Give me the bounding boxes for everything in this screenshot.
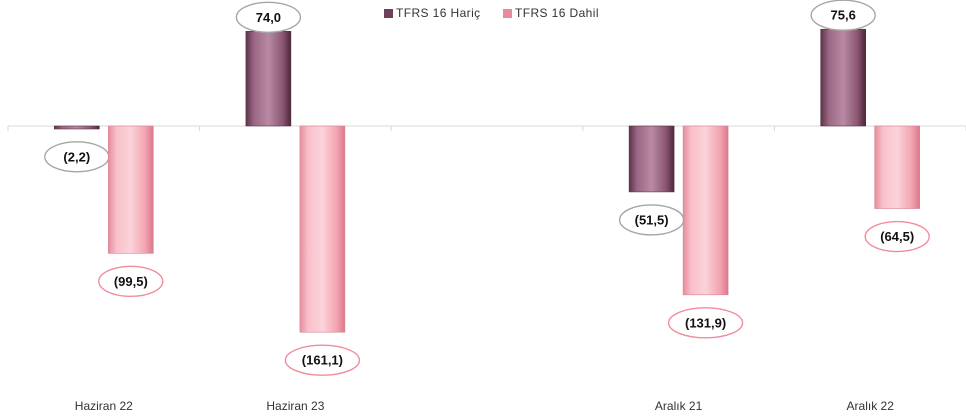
bar — [245, 30, 292, 127]
x-tick-label: Aralık 21 — [655, 399, 703, 413]
legend-swatch-series-1 — [384, 8, 393, 18]
data-label: (51,5) — [635, 212, 669, 227]
bar — [874, 125, 921, 209]
bar — [628, 125, 675, 193]
data-label: (131,9) — [685, 315, 726, 330]
bar — [820, 28, 867, 127]
data-label: (64,5) — [880, 229, 914, 244]
data-label-bubble — [235, 1, 302, 33]
data-label: (161,1) — [302, 353, 343, 368]
data-label: 74,0 — [256, 10, 281, 25]
data-label: (2,2) — [63, 149, 90, 164]
data-label-bubble — [810, 0, 876, 31]
legend-swatch-series-2 — [503, 8, 512, 18]
data-label: (99,5) — [114, 274, 148, 289]
x-tick-label: Haziran 23 — [266, 399, 324, 413]
bar — [108, 125, 154, 254]
legend-item-series-1: TFRS 16 Hariç — [384, 6, 481, 20]
data-label-bubble — [284, 344, 361, 376]
bar — [53, 125, 100, 130]
legend-label-series-2: TFRS 16 Dahil — [515, 6, 599, 20]
x-tick-label: Aralık 22 — [847, 399, 895, 413]
data-label: 75,6 — [831, 8, 856, 23]
legend-item-series-2: TFRS 16 Dahil — [503, 6, 599, 20]
bar — [299, 125, 346, 333]
data-label-bubble — [667, 307, 744, 339]
data-label-bubble — [98, 265, 164, 298]
x-tick-label: Haziran 22 — [75, 399, 133, 413]
legend-label-series-1: TFRS 16 Hariç — [396, 6, 481, 20]
data-label-bubble — [864, 220, 930, 253]
bar — [682, 125, 729, 296]
